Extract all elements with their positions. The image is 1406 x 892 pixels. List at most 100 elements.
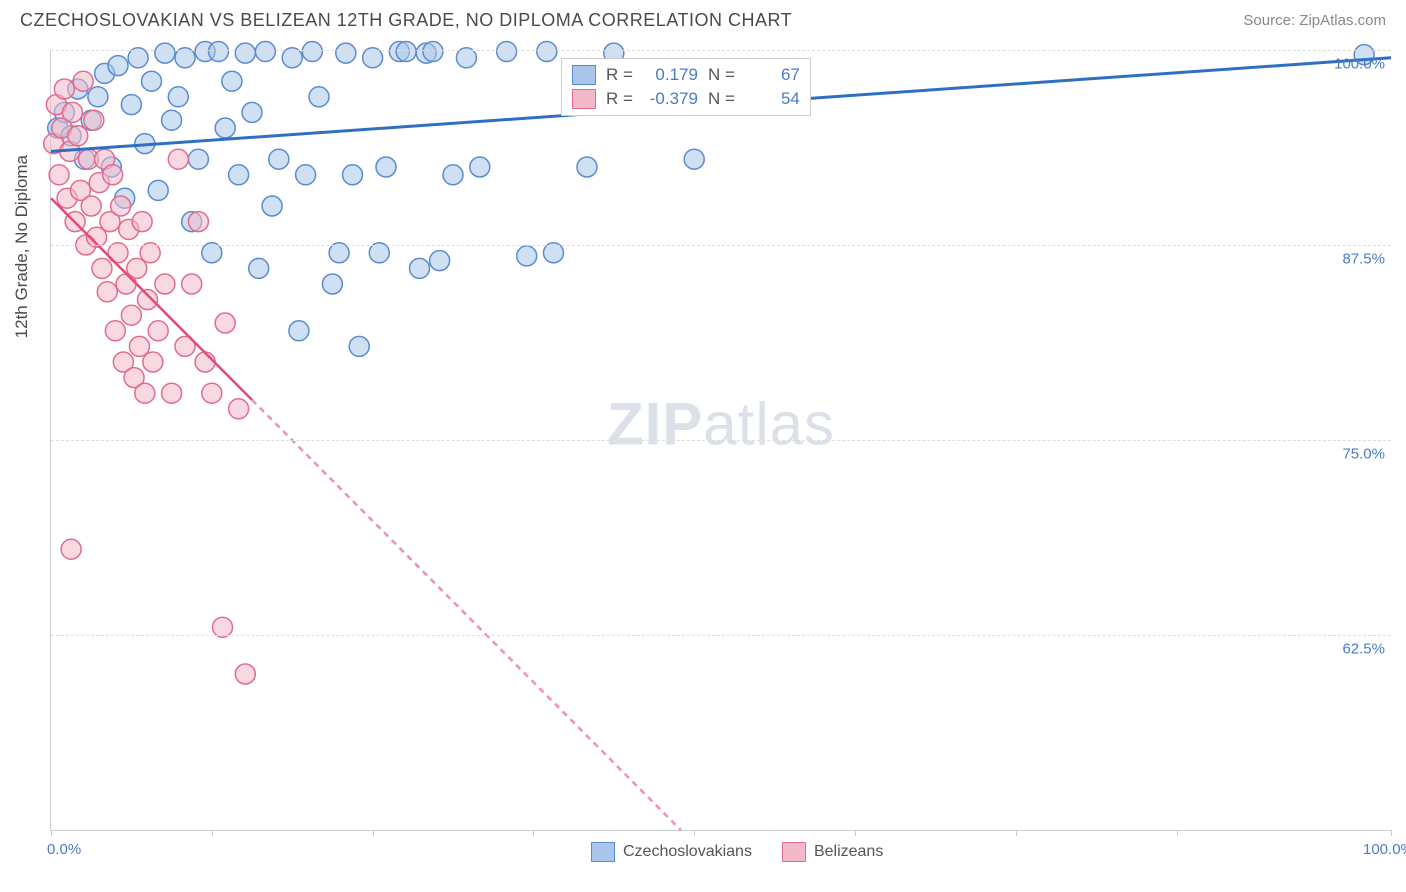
x-tick-label: 0.0% (47, 841, 81, 858)
data-point (54, 79, 74, 99)
stat-r-label: R = (606, 65, 633, 85)
data-point (62, 102, 82, 122)
legend-label: Belizeans (814, 843, 883, 861)
data-point (229, 399, 249, 419)
data-point (577, 157, 597, 177)
data-point (162, 383, 182, 403)
regression-line-dashed (252, 400, 681, 830)
data-point (92, 258, 112, 278)
data-point (249, 258, 269, 278)
data-point (103, 165, 123, 185)
legend-item: Czechoslovakians (591, 842, 752, 862)
data-point (517, 246, 537, 266)
data-point (343, 165, 363, 185)
x-tick (1391, 830, 1392, 836)
data-point (229, 165, 249, 185)
stats-row: R = 0.179 N = 67 (570, 63, 802, 87)
stat-n-value: 67 (745, 65, 800, 85)
data-point (322, 274, 342, 294)
data-point (168, 87, 188, 107)
source-label: Source: (1243, 12, 1299, 29)
data-point (215, 313, 235, 333)
x-tick (694, 830, 695, 836)
gridline (51, 50, 1391, 51)
stat-n-label: N = (708, 65, 735, 85)
data-point (182, 274, 202, 294)
x-tick (212, 830, 213, 836)
legend-swatch (572, 89, 596, 109)
stat-r-value: -0.379 (643, 89, 698, 109)
data-point (470, 157, 490, 177)
data-point (376, 157, 396, 177)
data-point (61, 539, 81, 559)
data-point (195, 352, 215, 372)
data-point (81, 196, 101, 216)
legend-swatch (782, 842, 806, 862)
y-tick-label: 75.0% (1342, 446, 1385, 463)
bottom-legend: Czechoslovakians Belizeans (591, 842, 883, 862)
data-point (188, 149, 208, 169)
data-point (148, 321, 168, 341)
data-point (155, 274, 175, 294)
stat-n-value: 54 (745, 89, 800, 109)
stat-r-value: 0.179 (643, 65, 698, 85)
data-point (162, 110, 182, 130)
data-point (537, 42, 557, 62)
y-tick-label: 87.5% (1342, 251, 1385, 268)
data-point (269, 149, 289, 169)
data-point (430, 251, 450, 271)
stats-legend-box: R = 0.179 N = 67R = -0.379 N = 54 (561, 58, 811, 116)
data-point (215, 118, 235, 138)
data-point (121, 95, 141, 115)
data-point (423, 42, 443, 62)
data-point (235, 664, 255, 684)
data-point (84, 110, 104, 130)
gridline (51, 245, 1391, 246)
source-name: ZipAtlas.com (1299, 12, 1386, 29)
data-point (289, 321, 309, 341)
data-point (262, 196, 282, 216)
y-tick-label: 100.0% (1334, 56, 1385, 73)
x-tick (855, 830, 856, 836)
legend-item: Belizeans (782, 842, 883, 862)
stat-n-label: N = (708, 89, 735, 109)
data-point (137, 290, 157, 310)
data-point (68, 126, 88, 146)
data-point (684, 149, 704, 169)
data-point (209, 42, 229, 62)
data-point (336, 43, 356, 63)
legend-swatch (572, 65, 596, 85)
data-point (302, 42, 322, 62)
gridline (51, 635, 1391, 636)
data-point (108, 56, 128, 76)
data-point (97, 282, 117, 302)
data-point (410, 258, 430, 278)
data-point (188, 212, 208, 232)
data-point (349, 336, 369, 356)
x-tick (373, 830, 374, 836)
x-tick (1016, 830, 1017, 836)
data-point (105, 321, 125, 341)
data-point (132, 212, 152, 232)
data-point (242, 102, 262, 122)
data-point (73, 71, 93, 91)
data-point (443, 165, 463, 185)
data-point (168, 149, 188, 169)
legend-swatch (591, 842, 615, 862)
x-tick (1177, 830, 1178, 836)
source-attribution: Source: ZipAtlas.com (1243, 12, 1386, 29)
chart-plot-area: ZIPatlas R =0.179N =67R =-0.379N =54 Cze… (50, 50, 1391, 831)
data-point (135, 383, 155, 403)
data-point (111, 196, 131, 216)
x-tick (533, 830, 534, 836)
data-point (235, 43, 255, 63)
chart-title: CZECHOSLOVAKIAN VS BELIZEAN 12TH GRADE, … (20, 10, 792, 31)
data-point (497, 42, 517, 62)
data-point (143, 352, 163, 372)
x-tick (51, 830, 52, 836)
data-point (222, 71, 242, 91)
y-axis-title: 12th Grade, No Diploma (12, 155, 32, 338)
data-point (155, 43, 175, 63)
data-point (121, 305, 141, 325)
data-point (296, 165, 316, 185)
